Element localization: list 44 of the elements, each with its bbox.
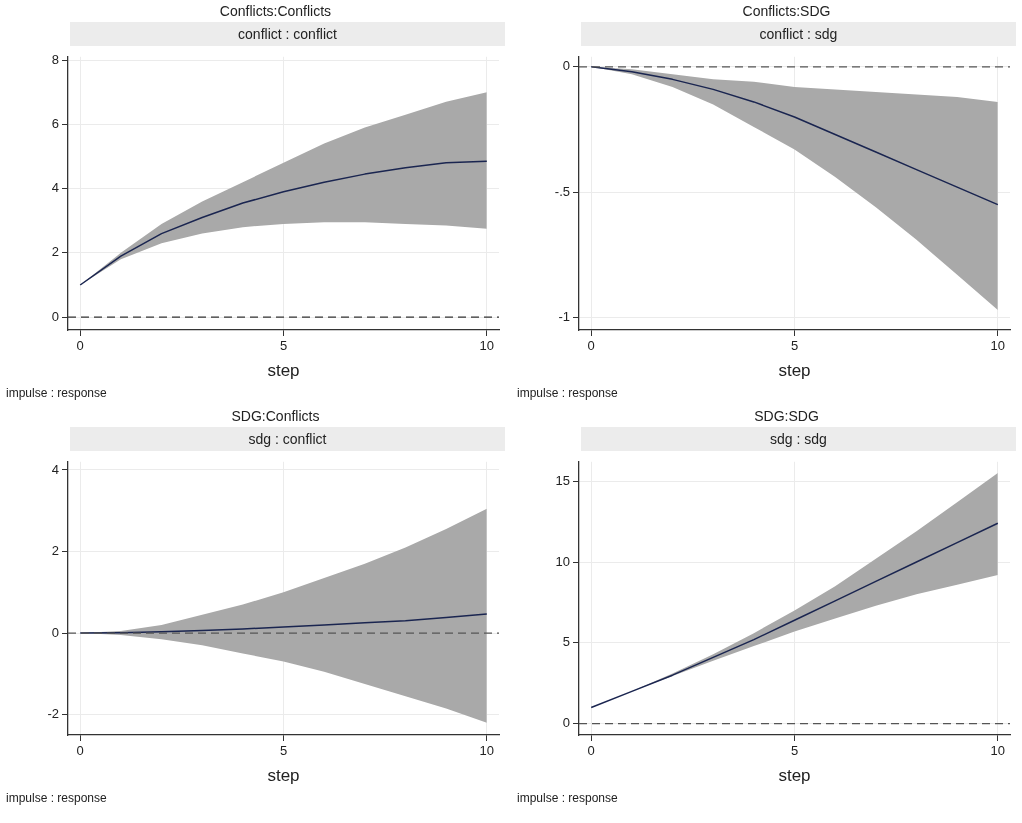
y-tick-label: 4 — [51, 461, 59, 477]
x-tick-label: 5 — [790, 743, 799, 759]
x-tick-label: 5 — [279, 743, 288, 759]
x-tick-label: 0 — [587, 338, 595, 354]
x-axis-title: step — [267, 361, 300, 381]
y-tick-label: -.5 — [554, 183, 570, 199]
x-tick-label: 10 — [990, 338, 1006, 354]
y-tick-label: -2 — [47, 706, 59, 722]
text: impulse : response — [5, 386, 108, 402]
x-axis-title: step — [267, 766, 300, 786]
chart-subtitle: conflict : conflict — [70, 22, 505, 46]
y-tick-label: 10 — [555, 553, 570, 569]
x-tick-label: 5 — [279, 338, 288, 354]
y-tick-label: 2 — [51, 543, 59, 559]
y-tick-label: 0 — [562, 715, 570, 731]
y-tick-label: 0 — [51, 624, 59, 640]
chart-title: Conflicts:Conflicts — [218, 2, 333, 21]
text: impulse : response — [516, 791, 619, 807]
y-tick-label: 4 — [51, 180, 59, 196]
y-tick-label: -1 — [558, 309, 570, 325]
y-tick-label: 5 — [562, 634, 570, 650]
x-axis-title: step — [778, 766, 811, 786]
chart-subtitle: sdg : conflict — [70, 427, 505, 451]
x-tick-label: 10 — [479, 743, 495, 759]
chart-subtitle: sdg : sdg — [581, 427, 1016, 451]
text: impulse : response — [5, 791, 108, 807]
chart-title: Conflicts:SDG — [741, 2, 832, 21]
text: impulse : response — [516, 386, 619, 402]
x-tick-label: 0 — [76, 338, 84, 354]
y-tick-label: 0 — [51, 308, 59, 324]
x-tick-label: 10 — [479, 338, 495, 354]
x-axis-title: step — [778, 361, 811, 381]
y-tick-label: 0 — [562, 58, 570, 74]
x-tick-label: 0 — [587, 743, 595, 759]
x-tick-label: 0 — [76, 743, 84, 759]
y-tick-label: 8 — [51, 51, 59, 67]
y-tick-label: 6 — [51, 115, 59, 131]
x-tick-label: 5 — [790, 338, 799, 354]
y-tick-label: 2 — [51, 244, 59, 260]
x-tick-label: 10 — [990, 743, 1006, 759]
chart-title: SDG:Conflicts — [230, 407, 321, 426]
chart-title: SDG:SDG — [753, 407, 820, 426]
chart-subtitle: conflict : sdg — [581, 22, 1016, 46]
y-tick-label: 15 — [555, 472, 570, 488]
